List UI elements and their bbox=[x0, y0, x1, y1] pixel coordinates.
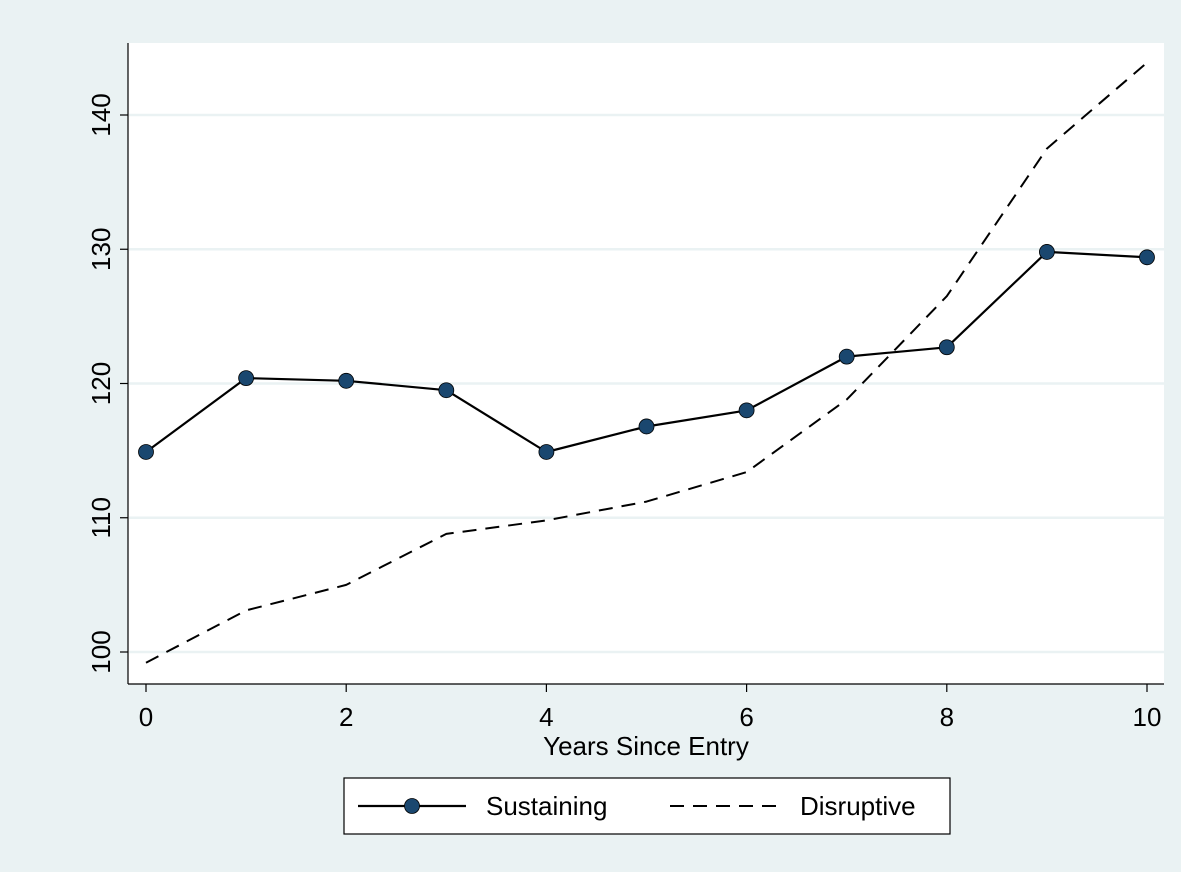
grid-lines bbox=[129, 113, 1164, 654]
data-point-sustaining-0 bbox=[138, 444, 154, 460]
x-tick-label-6: 6 bbox=[739, 702, 753, 732]
x-tick-label-8: 8 bbox=[940, 702, 954, 732]
y-tick-label-100: 100 bbox=[86, 630, 116, 673]
series-line-disruptive bbox=[145, 61, 1148, 664]
legend-disruptive-label: Disruptive bbox=[800, 791, 916, 821]
data-point-sustaining-3 bbox=[438, 382, 455, 399]
data-point-sustaining-4 bbox=[538, 444, 555, 460]
x-tick-label-0: 0 bbox=[139, 702, 153, 732]
y-tick-label-110: 110 bbox=[86, 497, 116, 538]
x-tick-label-10: 10 bbox=[1133, 702, 1162, 732]
series-layer bbox=[138, 61, 1155, 664]
legend-sustaining-label: Sustaining bbox=[486, 791, 607, 821]
y-tick-label-140: 140 bbox=[86, 93, 116, 136]
x-ticks: 0 2 4 6 8 10 bbox=[139, 684, 1162, 732]
data-point-sustaining-8 bbox=[938, 339, 955, 356]
data-point-sustaining-7 bbox=[838, 348, 855, 365]
data-point-sustaining-10 bbox=[1139, 249, 1155, 266]
data-point-sustaining-9 bbox=[1039, 244, 1055, 260]
x-axis-label: Years Since Entry bbox=[543, 731, 749, 761]
data-point-sustaining-6 bbox=[738, 402, 755, 419]
y-tick-label-130: 130 bbox=[86, 228, 116, 271]
data-point-sustaining-1 bbox=[238, 370, 255, 387]
y-ticks: 100 110 120 130 140 bbox=[86, 93, 128, 674]
legend-sustaining-marker bbox=[404, 798, 420, 814]
x-tick-label-2: 2 bbox=[339, 702, 353, 732]
data-point-sustaining-2 bbox=[338, 372, 355, 389]
y-tick-label-120: 120 bbox=[86, 362, 116, 405]
legend: Sustaining Disruptive bbox=[343, 777, 951, 835]
plot-area bbox=[128, 43, 1164, 684]
x-tick-label-4: 4 bbox=[539, 702, 553, 732]
data-point-sustaining-5 bbox=[638, 418, 655, 435]
